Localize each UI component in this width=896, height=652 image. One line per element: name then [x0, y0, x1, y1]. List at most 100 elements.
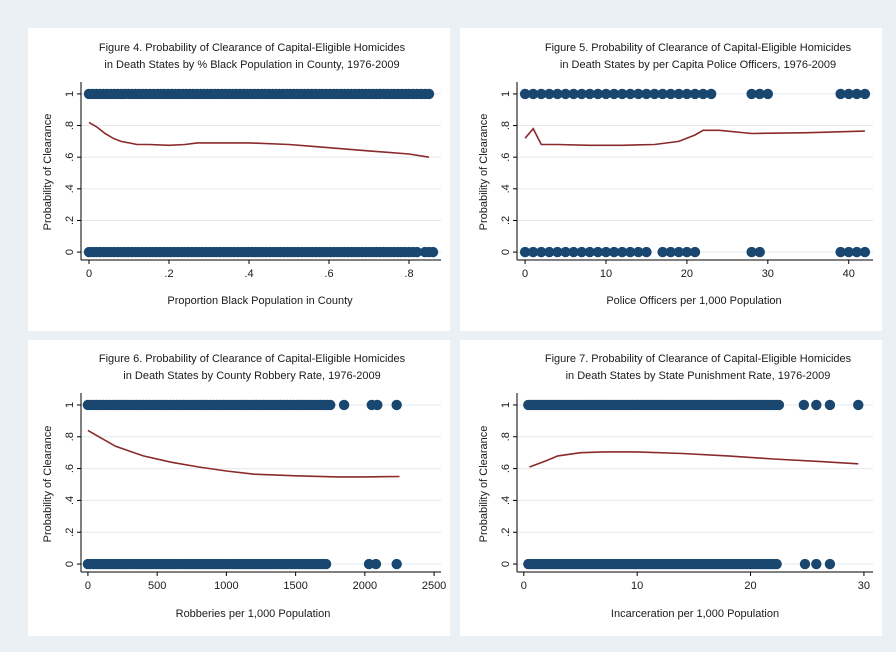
figure-5-point-uncleared [746, 246, 757, 258]
figure-5-point-uncleared [568, 246, 579, 258]
figure-5-point-cleared [600, 88, 612, 100]
figure-6-y-tick-label: .6 [64, 464, 76, 473]
figure-4-y-tick-label: .8 [64, 121, 76, 130]
figure-7-title: Figure 7. Probability of Clearance of Ca… [545, 353, 852, 365]
figure-6-point-cleared [325, 399, 336, 411]
figure-7-point-cleared [824, 399, 836, 411]
figure-5-point-uncleared [754, 246, 765, 258]
figure-7-point-cleared [853, 399, 864, 411]
figure-6-y-tick-label: .2 [64, 528, 76, 537]
figure-7-y-tick-label: .8 [500, 432, 512, 441]
figure-7-smoothed-line [529, 451, 859, 468]
figure-5-point-cleared [552, 88, 563, 100]
figure-5-point-uncleared [835, 246, 846, 258]
figure-6-smoothed-line [87, 429, 400, 478]
figure-5-x-tick-label: 40 [843, 268, 855, 280]
figure-5-point-cleared [754, 88, 765, 100]
figure-5-ylabel: Probability of Clearance [478, 114, 490, 231]
figure-5-point-uncleared [689, 246, 701, 258]
figure-5-point-cleared [616, 88, 628, 100]
figure-5-point-uncleared [600, 246, 612, 258]
figure-5-point-cleared [649, 88, 660, 100]
figure-5-point-cleared [576, 88, 587, 100]
figure-7-y-tick-label: .2 [500, 528, 512, 537]
figure-6-background [28, 340, 450, 636]
figure-4-point-uncleared [427, 246, 439, 258]
figure-7-plot-area: 0.2.4.6.810 10 20 30 [500, 393, 873, 592]
figure-5-point-cleared [657, 88, 668, 100]
figure-7-background [460, 340, 882, 636]
figure-4-y-tick-label: 0 [64, 249, 76, 255]
figure-7-point-cleared [798, 399, 810, 411]
figure-4-panel: Figure 4. Probability of Clearance of Ca… [28, 28, 450, 331]
figure-7-x-tick-label: 30 [858, 580, 870, 592]
figure-5-y-tick-label: .2 [500, 216, 512, 225]
figure-6-x-tick-label: 0 [85, 580, 91, 592]
figure-5-panel: Figure 5. Probability of Clearance of Ca… [460, 28, 882, 331]
figure-5-point-uncleared [673, 246, 685, 258]
figure-5-point-cleared [851, 88, 863, 100]
figure-5-plot-area: 0.2.4.6.810 10 20 30 40 [500, 82, 873, 280]
figure-5-point-cleared [560, 88, 571, 100]
figure-7-point-uncleared [799, 558, 811, 570]
figure-5-smoothed-line [524, 127, 865, 147]
figure-4-y-tick-label: .4 [64, 184, 76, 193]
figure-7-x-tick-label: 20 [744, 580, 756, 592]
figure-5-x-tick-label: 20 [681, 268, 693, 280]
figure-6-y-tick-label: 1 [64, 402, 76, 408]
figure-5-point-cleared [689, 88, 701, 100]
figure-5-point-cleared [746, 88, 757, 100]
figure-5-point-cleared [843, 88, 854, 100]
figure-4-point-uncleared [411, 246, 423, 258]
figure-5-background [460, 28, 882, 331]
figure-5-x-tick-label: 10 [600, 268, 612, 280]
figure-5-point-cleared [641, 88, 652, 100]
figure-5-point-uncleared [843, 246, 854, 258]
figure-5-point-cleared [608, 88, 620, 100]
figure-7-point-cleared [811, 399, 822, 411]
figure-7-ylabel: Probability of Clearance [478, 426, 490, 543]
figure-5-point-cleared [633, 88, 644, 100]
figure-7-point-cleared [773, 399, 785, 411]
figure-5-point-uncleared [536, 246, 547, 258]
figure-5-point-cleared [835, 88, 846, 100]
figure-7-point-uncleared [811, 558, 822, 570]
figure-5-point-uncleared [560, 246, 571, 258]
figure-7-x-tick-label: 10 [631, 580, 643, 592]
figure-5-point-cleared [705, 88, 717, 100]
figure-5-point-uncleared [625, 246, 636, 258]
figure-6-x-tick-label: 1500 [283, 580, 307, 592]
figure-5-point-cleared [584, 88, 596, 100]
figure-4-x-tick-label: .8 [404, 268, 413, 280]
figure-7-point-uncleared [824, 558, 836, 570]
figure-4-x-tick-label: .6 [324, 268, 333, 280]
figure-5-point-cleared [544, 88, 555, 100]
figure-5-point-uncleared [584, 246, 596, 258]
figure-5-point-cleared [519, 88, 531, 100]
figure-5-subtitle: in Death States by per Capita Police Off… [560, 59, 836, 71]
figure-5-point-uncleared [851, 246, 863, 258]
figure-5-point-cleared [536, 88, 547, 100]
figure-5-x-tick-label: 0 [522, 268, 528, 280]
figure-5-point-cleared [527, 88, 539, 100]
figure-5-point-cleared [592, 88, 604, 100]
figure-7-panel: Figure 7. Probability of Clearance of Ca… [460, 340, 882, 636]
figure-5-point-cleared [697, 88, 709, 100]
figure-7-y-tick-label: .4 [500, 496, 512, 505]
figure-6-subtitle: in Death States by County Robbery Rate, … [123, 370, 380, 382]
figure-6-ylabel: Probability of Clearance [42, 426, 54, 543]
figure-7-point-uncleared [771, 558, 782, 570]
figure-5-point-uncleared [859, 246, 871, 258]
figure-5-point-cleared [681, 88, 693, 100]
figure-6-point-uncleared [320, 558, 332, 570]
figure-5-point-uncleared [665, 246, 676, 258]
figure-5-point-uncleared [519, 246, 531, 258]
figure-6-xlabel: Robberies per 1,000 Population [176, 608, 331, 620]
figure-5-point-cleared [859, 88, 871, 100]
figure-5-point-uncleared [633, 246, 644, 258]
figure-6-x-tick-label: 2000 [353, 580, 377, 592]
figure-6-x-tick-label: 500 [148, 580, 166, 592]
figure-4-y-tick-label: .6 [64, 153, 76, 162]
figure-4-ylabel: Probability of Clearance [42, 114, 54, 231]
